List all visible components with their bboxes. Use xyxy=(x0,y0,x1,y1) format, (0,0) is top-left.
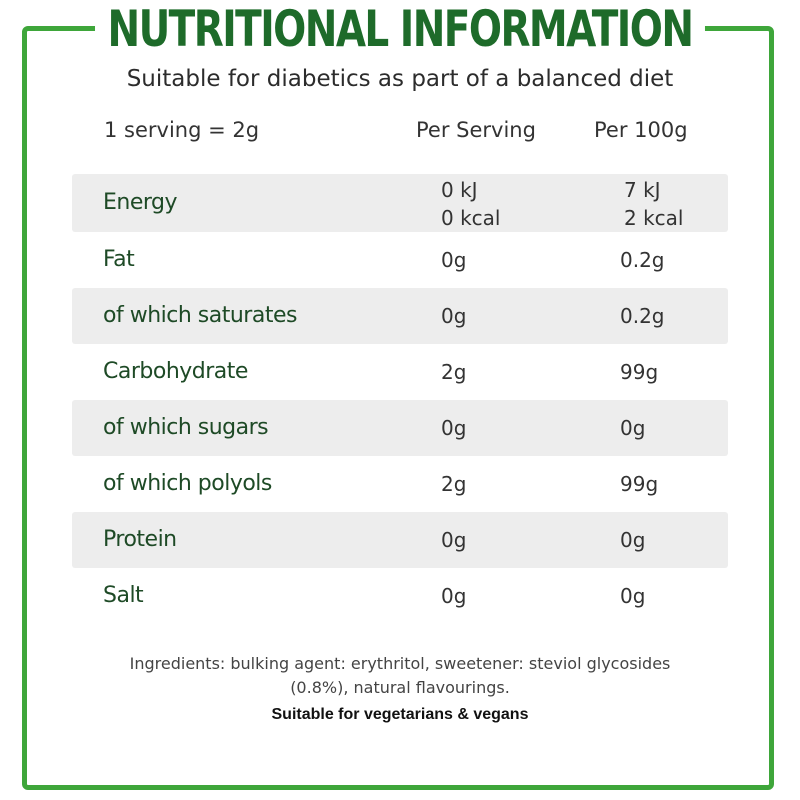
table-row-protein: Protein 0g 0g xyxy=(72,512,728,568)
row-label: Carbohydrate xyxy=(103,359,248,384)
ingredients-text: Ingredients: bulking agent: erythritol, … xyxy=(129,654,671,697)
subtitle: Suitable for diabetics as part of a bala… xyxy=(126,66,674,92)
page-title: NUTRITIONAL INFORMATION xyxy=(95,0,705,58)
row-label: Energy xyxy=(103,190,178,215)
per-serving-value: 0g xyxy=(441,584,467,608)
title-banner: NUTRITIONAL INFORMATION xyxy=(0,0,800,58)
table-row-fat: Fat 0g 0.2g xyxy=(72,232,728,288)
row-label: Protein xyxy=(103,527,177,552)
table-row-polyols: of which polyols 2g 99g xyxy=(72,456,728,512)
table-row-salt: Salt 0g 0g xyxy=(72,568,728,624)
per-100g-value: 0g xyxy=(620,584,646,608)
per-serving-kj: 0 kJ xyxy=(441,178,478,202)
per-100g-value: 0.2g xyxy=(620,304,665,328)
nutrition-table: Energy 0 kJ 0 kcal 7 kJ 2 kcal Fat 0g 0.… xyxy=(72,174,728,624)
per-100g-kcal: 2 kcal xyxy=(624,206,684,230)
per-serving-value: 2g xyxy=(441,360,467,384)
per-100g-value: 99g xyxy=(620,472,659,496)
per-100g-value: 0g xyxy=(620,416,646,440)
serving-size-header: 1 serving = 2g xyxy=(104,118,260,142)
row-label: of which sugars xyxy=(103,415,269,440)
row-label: of which polyols xyxy=(103,471,272,496)
per-serving-value: 0g xyxy=(441,304,467,328)
table-row-energy: Energy 0 kJ 0 kcal 7 kJ 2 kcal xyxy=(72,174,728,232)
per-serving-value: 0g xyxy=(441,416,467,440)
row-label: Salt xyxy=(103,583,144,608)
table-header: 1 serving = 2g Per Serving Per 100g xyxy=(0,118,800,152)
vegan-statement: Suitable for vegetarians & vegans xyxy=(271,706,529,723)
per-100g-value: 99g xyxy=(620,360,659,384)
per-serving-value: 0g xyxy=(441,248,467,272)
per-100g-header: Per 100g xyxy=(594,118,688,142)
per-serving-value: 2g xyxy=(441,472,467,496)
per-100g-kj: 7 kJ xyxy=(624,178,661,202)
per-serving-kcal: 0 kcal xyxy=(441,206,501,230)
row-label: of which saturates xyxy=(103,303,297,328)
table-row-sugars: of which sugars 0g 0g xyxy=(72,400,728,456)
per-100g-value: 7 kJ 2 kcal xyxy=(624,176,683,232)
per-100g-value: 0g xyxy=(620,528,646,552)
per-serving-header: Per Serving xyxy=(416,118,536,142)
per-serving-value: 0g xyxy=(441,528,467,552)
table-row-carbohydrate: Carbohydrate 2g 99g xyxy=(72,344,728,400)
table-row-saturates: of which saturates 0g 0.2g xyxy=(72,288,728,344)
row-label: Fat xyxy=(103,247,135,272)
per-100g-value: 0.2g xyxy=(620,248,665,272)
per-serving-value: 0 kJ 0 kcal xyxy=(441,176,500,232)
